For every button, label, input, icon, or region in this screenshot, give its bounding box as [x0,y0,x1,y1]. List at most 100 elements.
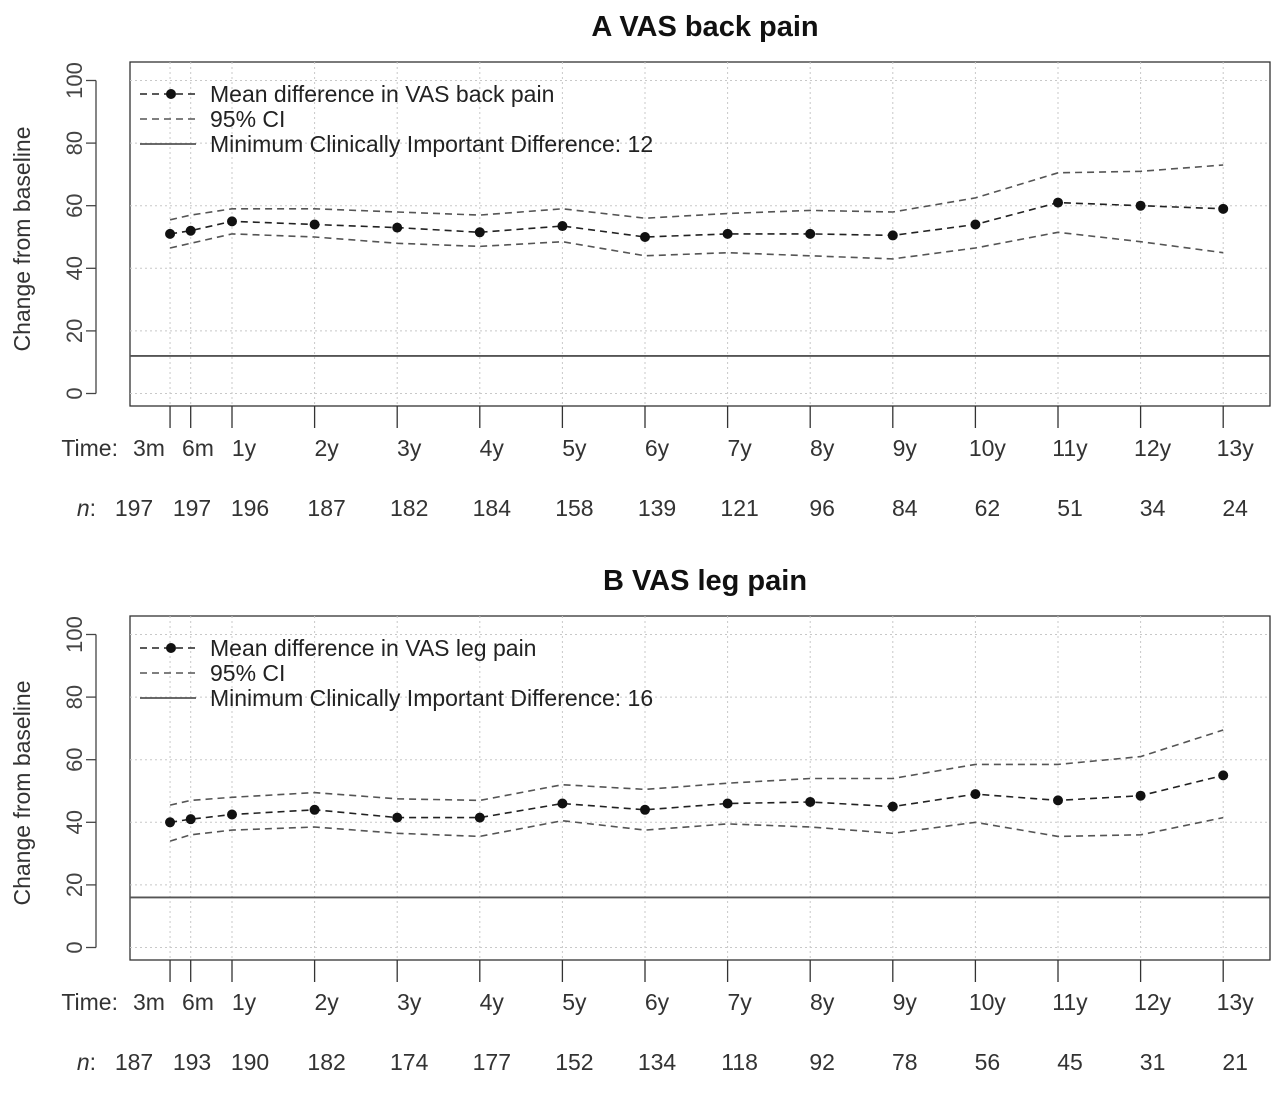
n-value: 92 [809,1049,835,1075]
mean-point [392,222,403,233]
legend-mean-marker [166,89,176,99]
chart-title-letter: A [591,11,619,43]
y-tick-label: 60 [62,193,87,217]
chart-title: B VAS leg pain [603,565,807,597]
n-value: 196 [231,495,269,521]
mean-point [557,798,568,809]
n-value: 177 [473,1049,511,1075]
n-label-colon: : [90,1049,96,1075]
y-tick-label: 0 [62,387,87,399]
n-label: n: [77,495,96,521]
x-tick-label: 3m [133,435,165,461]
y-tick-label: 100 [62,616,87,653]
mean-point [887,801,898,812]
x-tick-label: 4y [480,435,505,461]
mean-point [1135,790,1146,801]
legend-mcid-label: Minimum Clinically Important Difference:… [210,131,653,157]
x-tick-label: 9y [893,435,918,461]
x-tick-label: 7y [727,435,752,461]
n-value: 182 [307,1049,345,1075]
n-label-colon: : [90,495,96,521]
x-tick-label: 9y [893,989,918,1015]
x-tick-label: 3y [397,435,422,461]
mean-point [557,221,568,232]
mean-point [474,812,485,823]
n-value: 134 [638,1049,677,1075]
n-value: 184 [473,495,512,521]
n-value: 187 [115,1049,153,1075]
mean-point [227,809,237,820]
x-tick-label: 10y [969,989,1007,1015]
n-value: 190 [231,1049,269,1075]
n-value: 31 [1140,1049,1166,1075]
y-tick-label: 0 [62,941,87,953]
n-value: 121 [720,495,758,521]
legend-mean-marker [166,643,176,653]
plot-frame [129,615,1271,961]
x-tick-label: 2y [314,435,339,461]
mean-point [1053,795,1063,806]
n-value: 197 [173,495,211,521]
mean-point [640,804,650,815]
n-value: 174 [390,1049,429,1075]
n-value: 84 [892,495,918,521]
x-tick-label: 3y [397,989,422,1015]
n-value: 45 [1057,1049,1083,1075]
y-axis-label: Change from baseline [9,680,35,905]
n-value: 21 [1222,1049,1248,1075]
plot-frame [129,61,1271,407]
n-value: 24 [1222,495,1248,521]
x-tick-label: 11y [1052,989,1088,1015]
mean-point [1053,197,1063,208]
panel-a: A VAS back pain 0 20 40 60 80 100 Change from b… [9,11,1271,521]
x-tick-label: 1y [232,435,257,461]
n-value: 62 [975,495,1001,521]
n-value: 56 [975,1049,1001,1075]
legend-mean-label: Mean difference in VAS leg pain [210,635,536,661]
x-tick-label: 6m [182,435,214,461]
mean-line [169,774,1224,824]
time-label: Time: [61,989,118,1015]
x-tick-label: 5y [562,989,587,1015]
x-tick-label: 7y [727,989,752,1015]
n-value: 118 [721,1049,758,1075]
mean-point [805,228,816,239]
panel-b: B VAS leg pain 0 20 40 60 80 100 Change from ba… [9,565,1271,1075]
x-tick-label: 2y [314,989,339,1015]
ci-upper-line [169,164,1224,221]
y-tick-label: 80 [62,131,87,155]
y-tick-label: 20 [62,873,87,897]
mean-point [309,804,320,815]
x-tick-label: 6y [645,989,670,1015]
n-value: 139 [638,495,676,521]
time-label: Time: [61,435,118,461]
mean-point [1218,770,1229,781]
x-tick-label: 6y [645,435,670,461]
n-value: 152 [555,1049,593,1075]
mean-point [227,216,237,227]
x-tick-label: 8y [810,989,835,1015]
n-value: 182 [390,495,428,521]
mean-point [640,232,650,242]
x-tick-label: 1y [232,989,257,1015]
ci-lower-line [169,231,1224,260]
legend-ci-label: 95% CI [210,660,285,686]
mean-point [887,230,898,241]
x-tick-label: 5y [562,435,587,461]
mean-point [392,812,403,823]
n-value: 197 [115,495,153,521]
mean-point [722,228,733,239]
x-tick-label: 4y [480,989,505,1015]
legend-ci-label: 95% CI [210,106,285,132]
n-value: 96 [809,495,835,521]
legend-mcid-label: Minimum Clinically Important Difference:… [210,685,653,711]
x-tick-label: 12y [1134,435,1172,461]
chart-title: A VAS back pain [591,11,818,43]
mean-point [722,798,733,809]
chart-title-text: VAS back pain [619,11,818,43]
mean-point [185,814,196,825]
mean-point [970,789,981,800]
n-value: 78 [892,1049,918,1075]
mean-point [1135,200,1146,211]
